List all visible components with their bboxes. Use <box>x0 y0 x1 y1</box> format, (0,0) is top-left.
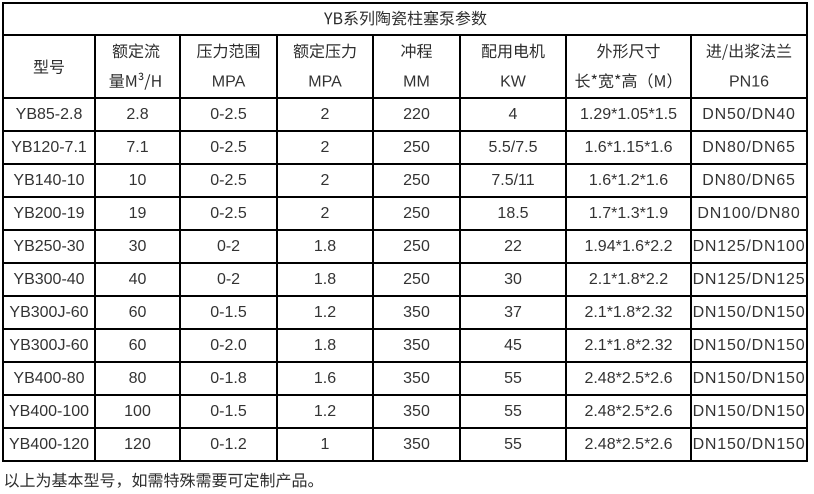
svg-text:2: 2 <box>321 172 330 189</box>
svg-text:40: 40 <box>129 271 147 288</box>
svg-text:YB400-80: YB400-80 <box>13 370 84 387</box>
svg-text:YB300J-60: YB300J-60 <box>9 337 88 354</box>
svg-text:YB400-100: YB400-100 <box>9 403 89 420</box>
svg-text:1.94*1.6*2.2: 1.94*1.6*2.2 <box>584 238 672 255</box>
svg-text:350: 350 <box>403 370 430 387</box>
svg-text:DN100/DN80: DN100/DN80 <box>697 205 800 222</box>
svg-text:60: 60 <box>129 337 147 354</box>
svg-text:2: 2 <box>321 205 330 222</box>
svg-text:2: 2 <box>321 139 330 156</box>
svg-text:30: 30 <box>504 271 522 288</box>
svg-text:22: 22 <box>504 238 522 255</box>
svg-text:250: 250 <box>403 205 430 222</box>
svg-text:250: 250 <box>403 271 430 288</box>
svg-text:1.8: 1.8 <box>314 271 336 288</box>
svg-text:5.5/7.5: 5.5/7.5 <box>489 139 538 156</box>
svg-text:55: 55 <box>504 403 522 420</box>
svg-text:YB300-40: YB300-40 <box>13 271 84 288</box>
svg-text:18.5: 18.5 <box>497 205 528 222</box>
svg-text:100: 100 <box>124 403 151 420</box>
svg-text:DN150/DN150: DN150/DN150 <box>693 337 806 354</box>
svg-text:0-1.5: 0-1.5 <box>210 403 247 420</box>
svg-text:2.48*2.5*2.6: 2.48*2.5*2.6 <box>584 436 672 453</box>
svg-text:19: 19 <box>129 205 147 222</box>
svg-text:0-2.5: 0-2.5 <box>210 139 247 156</box>
svg-text:MM: MM <box>403 74 430 91</box>
svg-text:YB85-2.8: YB85-2.8 <box>16 106 83 123</box>
svg-text:0-2: 0-2 <box>217 238 240 255</box>
svg-text:1.6*1.15*1.6: 1.6*1.15*1.6 <box>584 139 672 156</box>
svg-text:350: 350 <box>403 436 430 453</box>
svg-text:0-2.5: 0-2.5 <box>210 172 247 189</box>
svg-text:DN80/DN65: DN80/DN65 <box>702 172 795 189</box>
svg-text:DN80/DN65: DN80/DN65 <box>702 139 795 156</box>
svg-text:1: 1 <box>321 436 330 453</box>
svg-text:0-1.2: 0-1.2 <box>210 436 247 453</box>
svg-text:55: 55 <box>504 436 522 453</box>
svg-text:250: 250 <box>403 139 430 156</box>
svg-text:350: 350 <box>403 403 430 420</box>
svg-text:MPA: MPA <box>308 74 342 91</box>
svg-text:45: 45 <box>504 337 522 354</box>
svg-text:60: 60 <box>129 304 147 321</box>
svg-text:1.8: 1.8 <box>314 337 336 354</box>
svg-text:250: 250 <box>403 238 430 255</box>
svg-text:7.1: 7.1 <box>126 139 148 156</box>
svg-text:YB140-10: YB140-10 <box>13 172 84 189</box>
svg-text:2.1*1.8*2.32: 2.1*1.8*2.32 <box>584 337 672 354</box>
svg-text:1.8: 1.8 <box>314 238 336 255</box>
svg-text:0-2: 0-2 <box>217 271 240 288</box>
svg-text:30: 30 <box>129 238 147 255</box>
svg-text:YB300J-60: YB300J-60 <box>9 304 88 321</box>
svg-text:2.1*1.8*2.32: 2.1*1.8*2.32 <box>584 304 672 321</box>
svg-text:250: 250 <box>403 172 430 189</box>
svg-text:DN125/DN100: DN125/DN100 <box>693 238 806 255</box>
svg-text:2.48*2.5*2.6: 2.48*2.5*2.6 <box>584 403 672 420</box>
svg-text:350: 350 <box>403 337 430 354</box>
svg-text:0-2.0: 0-2.0 <box>210 337 247 354</box>
svg-text:1.2: 1.2 <box>314 403 336 420</box>
svg-text:YB120-7.1: YB120-7.1 <box>11 139 87 156</box>
svg-text:55: 55 <box>504 370 522 387</box>
svg-text:0-1.8: 0-1.8 <box>210 370 247 387</box>
svg-text:2.8: 2.8 <box>126 106 148 123</box>
svg-text:1.6*1.2*1.6: 1.6*1.2*1.6 <box>589 172 668 189</box>
svg-text:1.2: 1.2 <box>314 304 336 321</box>
svg-text:0-2.5: 0-2.5 <box>210 205 247 222</box>
svg-text:2.1*1.8*2.2: 2.1*1.8*2.2 <box>589 271 668 288</box>
svg-text:DN50/DN40: DN50/DN40 <box>702 106 795 123</box>
svg-text:KW: KW <box>500 74 527 91</box>
svg-text:DN150/DN150: DN150/DN150 <box>693 304 806 321</box>
svg-text:1.6: 1.6 <box>314 370 336 387</box>
svg-text:PN16: PN16 <box>729 74 769 91</box>
svg-text:7.5/11: 7.5/11 <box>491 172 534 189</box>
svg-text:YB200-19: YB200-19 <box>13 205 84 222</box>
svg-text:DN150/DN150: DN150/DN150 <box>693 370 806 387</box>
svg-text:1.7*1.3*1.9: 1.7*1.3*1.9 <box>589 205 668 222</box>
svg-text:350: 350 <box>403 304 430 321</box>
svg-text:DN150/DN150: DN150/DN150 <box>693 403 806 420</box>
svg-text:80: 80 <box>129 370 147 387</box>
svg-text:0-1.5: 0-1.5 <box>210 304 247 321</box>
svg-text:2.48*2.5*2.6: 2.48*2.5*2.6 <box>584 370 672 387</box>
svg-text:0-2.5: 0-2.5 <box>210 106 247 123</box>
svg-text:MPA: MPA <box>212 74 246 91</box>
svg-text:YB250-30: YB250-30 <box>13 238 84 255</box>
svg-text:120: 120 <box>124 436 151 453</box>
svg-text:DN125/DN125: DN125/DN125 <box>693 271 806 288</box>
svg-text:YB400-120: YB400-120 <box>9 436 89 453</box>
svg-text:4: 4 <box>509 106 518 123</box>
svg-text:DN150/DN150: DN150/DN150 <box>693 436 806 453</box>
svg-text:220: 220 <box>403 106 430 123</box>
svg-text:2: 2 <box>321 106 330 123</box>
svg-text:10: 10 <box>129 172 147 189</box>
svg-text:1.29*1.05*1.5: 1.29*1.05*1.5 <box>580 106 677 123</box>
svg-text:37: 37 <box>504 304 522 321</box>
